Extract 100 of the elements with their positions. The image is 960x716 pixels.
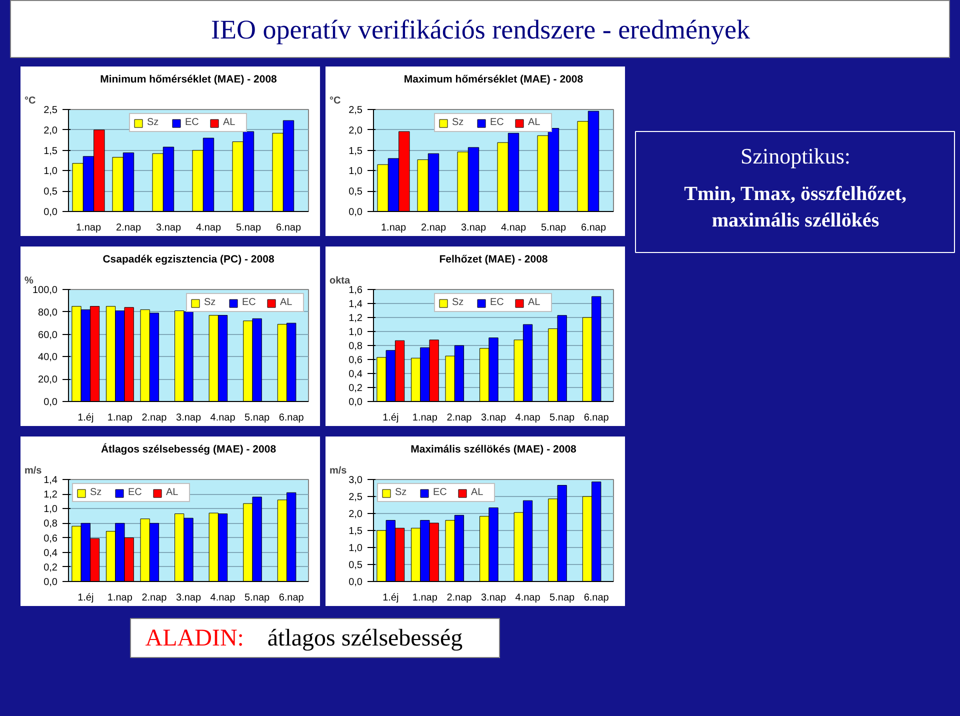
y-tick-label: 1,2 [44, 490, 58, 501]
x-tick-label: 5.nap [550, 412, 576, 424]
legend-label: AL [280, 297, 294, 308]
legend-label: EC [242, 297, 257, 308]
y-axis-title: okta [330, 276, 350, 286]
x-tick-label: 2.nap [446, 412, 472, 424]
y-tick-label: 0,4 [44, 548, 58, 559]
legend-label: Sz [452, 297, 465, 308]
y-tick-label: 0,6 [348, 355, 363, 366]
y-tick-label: 2,5 [348, 105, 363, 116]
y-tick-label: 80,0 [38, 307, 58, 318]
y-axis-title: °C [24, 96, 36, 106]
y-tick-label: 2,0 [348, 509, 363, 520]
y-tick-label: 3,0 [348, 475, 363, 486]
x-tick-label: 2.nap [142, 592, 168, 604]
x-tick-label: 1.éj [382, 412, 399, 424]
x-tick-label: 1.nap [76, 222, 102, 234]
x-tick-label: 2.nap [446, 592, 472, 604]
y-tick-label: 0,6 [44, 533, 58, 544]
y-tick-label: 1,0 [348, 327, 363, 338]
y-tick-label: 0,0 [348, 577, 363, 588]
chart-title: Felhőzet (MAE) - 2008 [439, 254, 548, 266]
y-tick-label: 1,2 [348, 313, 363, 324]
legend-label: AL [223, 117, 236, 128]
x-tick-label: 5.nap [244, 592, 270, 604]
x-tick-label: 4.nap [500, 222, 526, 234]
y-axis-title: m/s [24, 466, 42, 476]
x-tick-label: 1.nap [412, 592, 438, 604]
y-tick-label: 0,5 [44, 186, 58, 198]
y-tick-label: 0,2 [348, 383, 363, 394]
legend-label: EC [128, 487, 143, 498]
x-tick-label: 5.nap [236, 222, 262, 234]
x-tick-label: 3.nap [460, 222, 486, 234]
text: IEO operatív verifikációs rendszere - eredmények [211, 14, 750, 44]
y-tick-label: 2,5 [44, 105, 58, 116]
x-tick-label: 3.nap [480, 412, 506, 424]
text: ALADIN: [145, 626, 244, 652]
x-tick-label: 1.éj [78, 592, 94, 604]
y-tick-label: 1,5 [348, 146, 363, 157]
legend-label: EC [433, 487, 448, 498]
legend-label: AL [471, 487, 484, 498]
y-tick-label: 2,0 [44, 125, 58, 136]
y-tick-label: 20,0 [38, 374, 58, 386]
legend-label: Sz [452, 117, 465, 128]
x-tick-label: 3.nap [156, 222, 182, 234]
y-tick-label: 1,5 [348, 526, 363, 537]
legend-label: EC [490, 297, 505, 308]
x-tick-label: 4.nap [210, 592, 236, 604]
x-tick-label: 5.nap [540, 222, 566, 234]
y-tick-label: 0,8 [348, 341, 363, 352]
y-axis-title: m/s [330, 466, 348, 476]
legend-label: AL [166, 487, 180, 498]
legend-label: EC [490, 117, 505, 128]
chart-title: Átlagos szélsebesség (MAE) - 2008 [100, 442, 276, 456]
y-axis-title: °C [330, 96, 341, 106]
x-tick-label: 5.nap [244, 412, 270, 424]
y-tick-label: 0,0 [44, 207, 58, 218]
y-tick-label: 0,5 [348, 186, 363, 198]
legend-label: AL [528, 297, 542, 308]
y-tick-label: 0,4 [348, 369, 363, 380]
y-tick-label: 1,4 [348, 299, 363, 310]
x-tick-label: 4.nap [515, 412, 541, 424]
y-tick-label: 0,0 [44, 397, 58, 408]
y-tick-label: 0,5 [348, 560, 363, 571]
x-tick-label: 1.nap [412, 412, 438, 424]
y-tick-label: 100,0 [32, 285, 58, 296]
y-tick-label: 1,4 [44, 475, 58, 486]
x-tick-label: 2.nap [142, 412, 168, 424]
y-tick-label: 40,0 [38, 352, 58, 364]
x-tick-label: 6.nap [276, 222, 302, 234]
x-tick-label: 3.nap [176, 592, 202, 604]
legend-label: EC [185, 117, 200, 128]
y-tick-label: 1,0 [44, 166, 58, 178]
legend-label: Sz [90, 487, 103, 498]
x-tick-label: 6.nap [584, 592, 610, 604]
x-tick-label: 1.éj [78, 412, 94, 424]
chart-title: Maximális széllökés (MAE) - 2008 [410, 444, 577, 456]
y-tick-label: 1,0 [348, 543, 363, 554]
legend-label: Sz [395, 487, 408, 498]
x-tick-label: 4.nap [196, 222, 222, 234]
x-tick-label: 6.nap [580, 222, 606, 234]
y-tick-label: 0,0 [348, 207, 363, 218]
x-tick-label: 4.nap [515, 592, 541, 604]
chart-title: Minimum hőmérséklet (MAE) - 2008 [100, 74, 278, 86]
text: Tmin, Tmax, összfelhőzet, maximális széllökés [684, 182, 907, 232]
x-tick-label: 1.nap [380, 222, 406, 234]
y-tick-label: 0,0 [348, 397, 363, 408]
y-tick-label: 1,5 [44, 146, 58, 157]
y-tick-label: 1,0 [44, 504, 58, 516]
x-tick-label: 6.nap [278, 412, 304, 424]
legend-label: Sz [204, 297, 217, 308]
y-tick-label: 60,0 [38, 330, 58, 341]
x-tick-label: 5.nap [550, 592, 576, 604]
y-tick-label: 0,8 [44, 518, 58, 530]
text: Szinoptikus: [740, 143, 851, 168]
x-tick-label: 2.nap [420, 222, 446, 234]
y-tick-label: 0,0 [44, 577, 58, 588]
x-tick-label: 4.nap [210, 412, 236, 424]
y-tick-label: 0,2 [44, 562, 58, 574]
x-tick-label: 1.nap [107, 412, 133, 424]
